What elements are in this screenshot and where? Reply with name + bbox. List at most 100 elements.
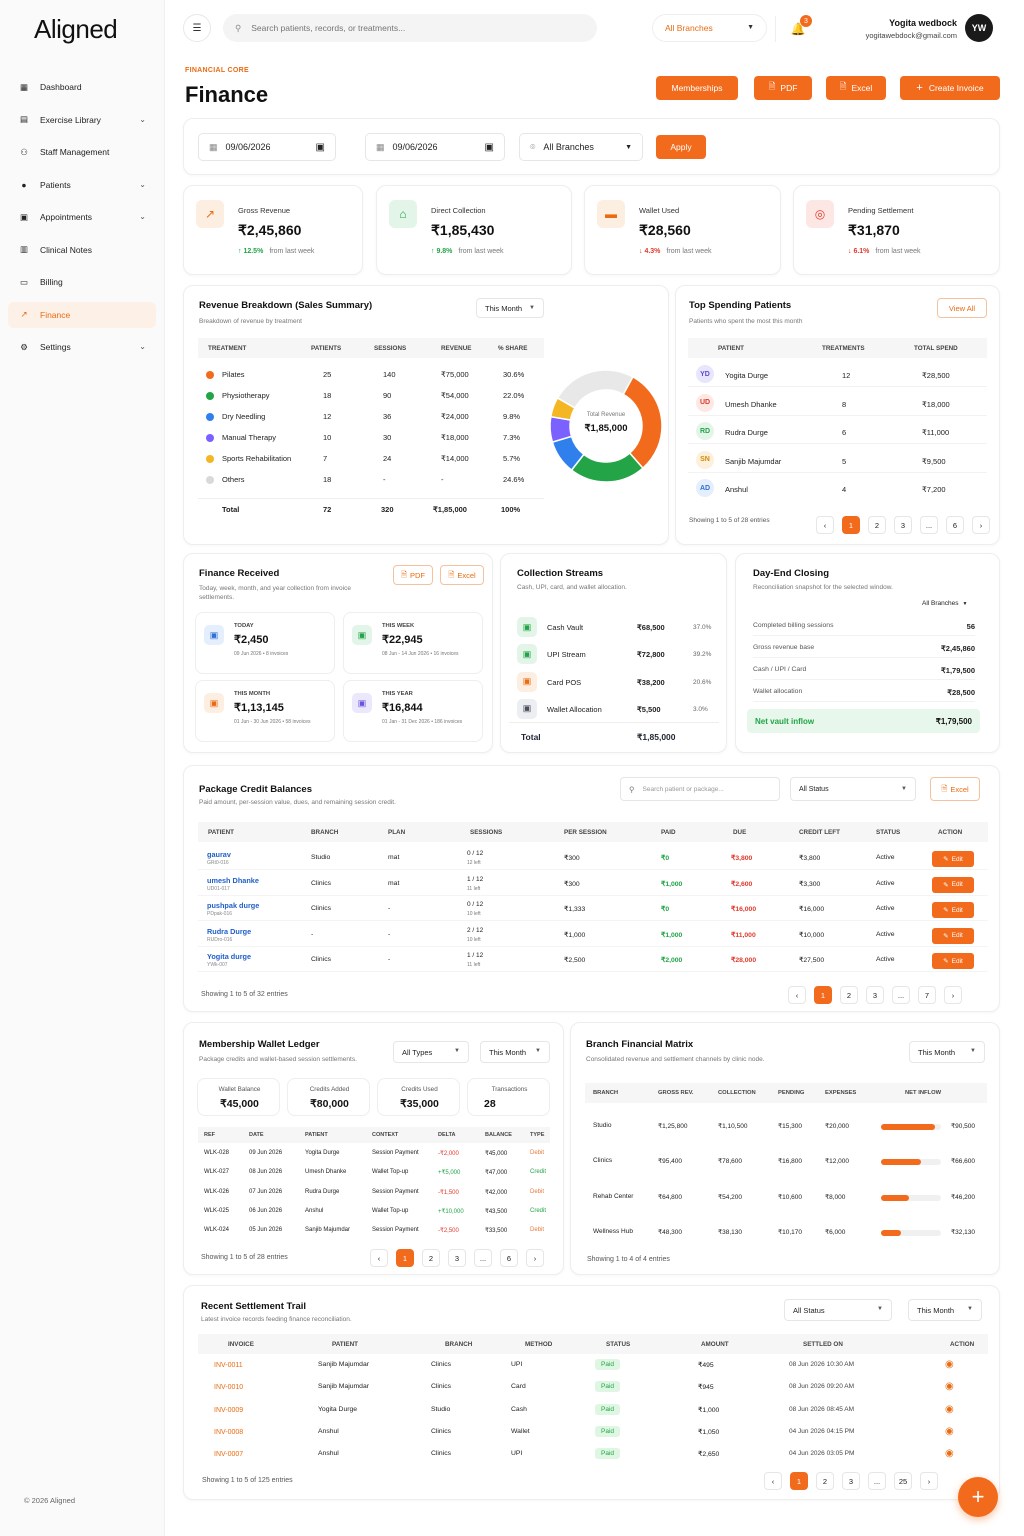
page-button[interactable]: 2: [816, 1472, 834, 1490]
settle-status-select[interactable]: All Status ▼: [784, 1299, 892, 1321]
patient-link[interactable]: pushpak durge: [207, 901, 260, 910]
settle-period-select[interactable]: This Month ▼: [908, 1299, 982, 1321]
page-button[interactable]: 1: [396, 1249, 414, 1267]
eye-icon[interactable]: ◉: [945, 1359, 954, 1370]
wallet-types-select[interactable]: All Types ▼: [393, 1041, 469, 1063]
ctx-cell: Wallet Top-up: [372, 1169, 409, 1176]
page-button[interactable]: 6: [946, 516, 964, 534]
page-button[interactable]: 2: [868, 516, 886, 534]
edit-button[interactable]: ✎ Edit: [932, 953, 974, 969]
received-excel-button[interactable]: 🗎 Excel: [440, 565, 484, 585]
package-excel-button[interactable]: 🗎 Excel: [930, 777, 980, 801]
apply-button[interactable]: Apply: [656, 135, 706, 159]
wallet-period-select[interactable]: This Month ▼: [480, 1041, 550, 1063]
filter-branch-select[interactable]: ⌾ All Branches ▼: [519, 133, 643, 161]
edit-button[interactable]: ✎ Edit: [932, 927, 974, 944]
excel-button[interactable]: 🗎 Excel: [826, 76, 886, 100]
next-page-button[interactable]: ›: [944, 986, 962, 1004]
invoice-link[interactable]: INV-0011: [214, 1362, 243, 1369]
sidebar-item-appointments[interactable]: ▣ Appointments ⌄: [8, 204, 156, 230]
package-search-input[interactable]: ⚲ Search patient or package...: [620, 777, 780, 801]
patient-link[interactable]: Yogita durge: [207, 952, 252, 961]
sessions-cell: 140: [383, 370, 396, 379]
settle-showing: Showing 1 to 5 of 125 entries: [202, 1477, 293, 1484]
eye-icon[interactable]: ◉: [945, 1448, 954, 1460]
pdf-button[interactable]: 🗎 PDF: [754, 76, 812, 100]
next-page-button[interactable]: ›: [972, 516, 990, 534]
page-button[interactable]: ...: [868, 1472, 886, 1490]
global-search[interactable]: ⚲: [223, 14, 597, 42]
menu-toggle-button[interactable]: ☰: [183, 14, 211, 42]
search-input[interactable]: [251, 23, 552, 33]
avatar[interactable]: YW: [965, 14, 993, 42]
eye-icon[interactable]: ◉: [945, 1403, 954, 1415]
sidebar-item-exercise-library[interactable]: ▤ Exercise Library ⌄: [8, 107, 156, 133]
edit-button[interactable]: ✎ Edit: [932, 876, 974, 893]
page-button[interactable]: 7: [918, 986, 936, 1004]
exp-cell: ₹20,000: [825, 1123, 850, 1130]
received-pdf-button[interactable]: 🗎 PDF: [393, 565, 433, 585]
treatment-name: Dry Needling: [222, 412, 266, 421]
edit-label: Edit: [951, 932, 963, 939]
patient-link[interactable]: umesh Dhanke: [207, 875, 259, 885]
patient-link[interactable]: gaurav: [207, 850, 231, 859]
revenue-period-select[interactable]: This Month ▼: [476, 298, 544, 318]
page-button[interactable]: 1: [814, 986, 832, 1004]
prev-page-button[interactable]: ‹: [370, 1249, 388, 1267]
prev-page-button[interactable]: ‹: [764, 1472, 782, 1490]
invoice-link[interactable]: INV-0009: [214, 1406, 244, 1414]
page-button[interactable]: 25: [894, 1472, 912, 1490]
next-page-button[interactable]: ›: [920, 1472, 938, 1490]
edit-button[interactable]: ✎ Edit: [932, 902, 974, 918]
sidebar-item-billing[interactable]: ▭ Billing: [8, 269, 156, 295]
table-row: YD Yogita Durge 12 ₹28,500: [688, 365, 987, 387]
page-button[interactable]: 1: [842, 516, 860, 534]
day-end-branch-select[interactable]: All Branches ▼: [922, 600, 967, 607]
branch-select[interactable]: All Branches ▼: [652, 14, 767, 42]
page-button[interactable]: ...: [892, 986, 910, 1004]
to-date-input[interactable]: ▦ 09/06/2026 ▣: [365, 133, 505, 161]
page-button[interactable]: ...: [474, 1249, 492, 1267]
page-button[interactable]: 1: [790, 1472, 808, 1490]
calendar-icon: ▦: [376, 141, 385, 152]
page-button[interactable]: 6: [500, 1249, 518, 1267]
from-date-input[interactable]: ▦ 09/06/2026 ▣: [198, 133, 336, 161]
create-invoice-button[interactable]: + Create Invoice: [900, 76, 1000, 100]
patients-cell: 18: [323, 391, 332, 400]
prev-page-button[interactable]: ‹: [816, 516, 834, 534]
next-page-button[interactable]: ›: [526, 1249, 544, 1267]
sidebar-item-settings[interactable]: ⚙ Settings ⌄: [8, 334, 156, 360]
page-button[interactable]: ...: [920, 516, 938, 534]
invoice-link[interactable]: INV-0010: [214, 1384, 244, 1392]
memberships-button[interactable]: Memberships: [656, 76, 738, 100]
prev-page-button[interactable]: ‹: [788, 986, 806, 1004]
sidebar-item-clinical-notes[interactable]: ▥ Clinical Notes: [8, 237, 156, 263]
page-button[interactable]: 3: [894, 516, 912, 534]
sidebar-item-label: Settings: [40, 342, 71, 352]
page-button[interactable]: 3: [448, 1249, 466, 1267]
revenue-subtitle: Breakdown of revenue by treatment: [199, 318, 302, 325]
eye-icon[interactable]: ◉: [945, 1381, 954, 1393]
patient-link[interactable]: Rudra Durge: [207, 926, 252, 936]
page-button[interactable]: 2: [422, 1249, 440, 1267]
sidebar-item-staff-management[interactable]: ⚇ Staff Management: [8, 139, 156, 165]
invoice-link[interactable]: INV-0008: [214, 1428, 244, 1436]
period-value: ₹22,945: [382, 634, 423, 646]
page-button[interactable]: 3: [842, 1472, 860, 1490]
eye-icon[interactable]: ◉: [945, 1425, 954, 1437]
page-button[interactable]: 2: [840, 986, 858, 1004]
sidebar-item-finance[interactable]: ↗ Finance: [8, 301, 156, 328]
legend-dot: [206, 392, 214, 401]
package-status-select[interactable]: All Status ▼: [790, 777, 916, 801]
ref-cell: WLK-026: [204, 1188, 230, 1195]
page-button[interactable]: 3: [866, 986, 884, 1004]
sessions-cell: 24: [383, 454, 392, 463]
sidebar-item-dashboard[interactable]: ▦ Dashboard: [8, 74, 156, 100]
edit-button[interactable]: ✎ Edit: [932, 851, 974, 867]
invoice-link[interactable]: INV-0007: [214, 1451, 244, 1459]
fab-add-button[interactable]: +: [958, 1477, 998, 1517]
matrix-period-select[interactable]: This Month ▼: [909, 1041, 985, 1063]
sidebar-item-patients[interactable]: ● Patients ⌄: [8, 172, 156, 198]
status-cell: Active: [876, 956, 895, 963]
view-all-button[interactable]: View All: [937, 298, 987, 318]
